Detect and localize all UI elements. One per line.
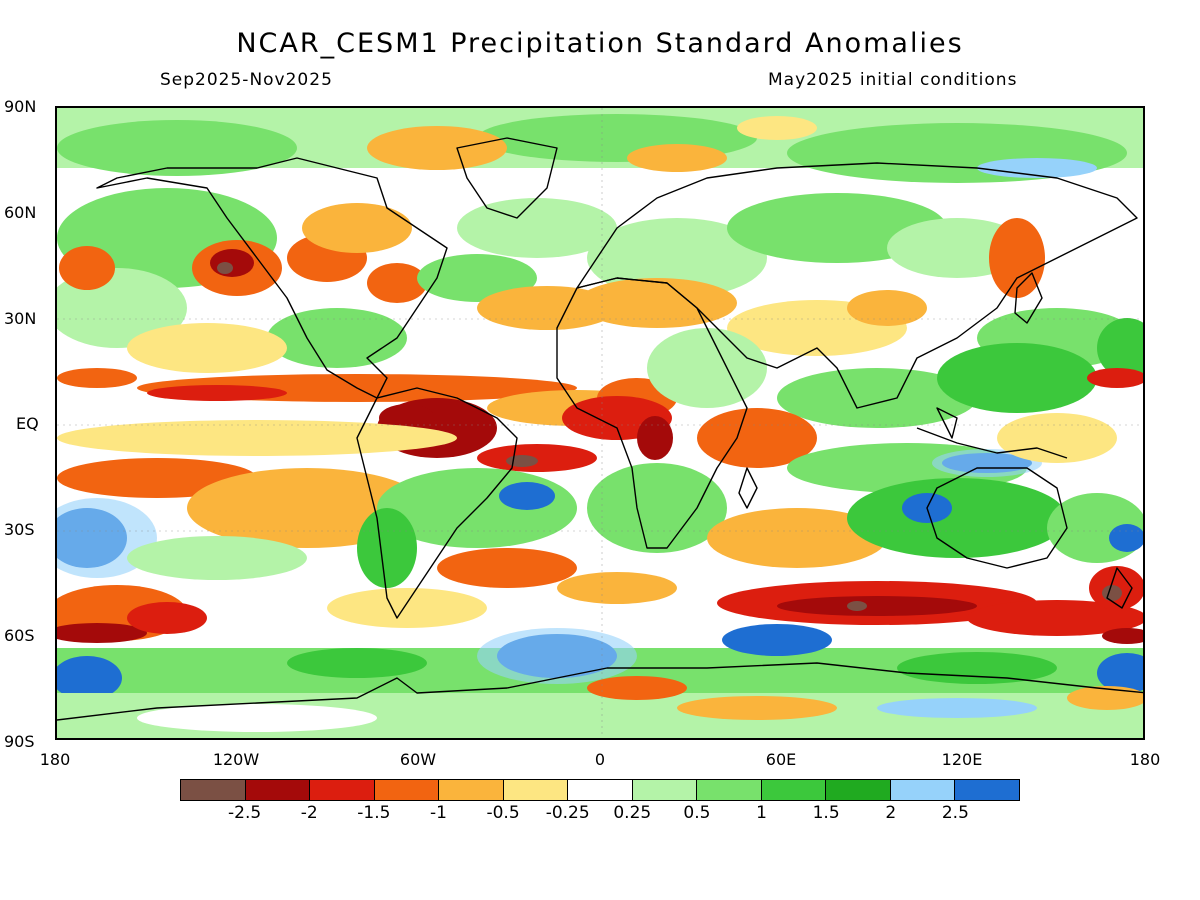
map-title: NCAR_CESM1 Precipitation Standard Anomal…: [236, 28, 964, 59]
lon-label-120w: 120W: [212, 750, 260, 769]
lon-label-60e: 60E: [765, 750, 797, 769]
lon-label-60w: 60W: [399, 750, 437, 769]
legend-swatch: [890, 780, 956, 800]
anomaly-field: [57, 108, 1143, 738]
lat-label-eq: EQ: [16, 414, 39, 433]
legend-label: -1.5: [357, 803, 391, 823]
initial-conditions: May2025 initial conditions: [768, 70, 1018, 90]
legend-label: 0.25: [613, 803, 652, 823]
legend-swatch: [761, 780, 827, 800]
anomaly-map: [55, 106, 1145, 740]
legend-swatch: [310, 780, 375, 800]
legend-swatch: [374, 780, 440, 800]
lon-label-180w: 180: [39, 750, 71, 769]
legend-swatch: [632, 780, 698, 800]
legend-label: -2: [300, 803, 318, 823]
forecast-period: Sep2025-Nov2025: [160, 70, 333, 90]
lat-label-30n: 30N: [4, 309, 37, 328]
legend-label: -0.25: [545, 803, 590, 823]
legend-swatch: [245, 780, 311, 800]
legend-swatch: [181, 780, 246, 800]
legend-label: -1: [429, 803, 447, 823]
legend-swatch: [697, 780, 762, 800]
legend-label: -2.5: [228, 803, 262, 823]
legend-label: 1: [756, 803, 767, 823]
lat-label-60s: 60S: [4, 626, 35, 645]
legend-swatch: [826, 780, 891, 800]
legend-label: 2.5: [941, 803, 969, 823]
legend-label: 2: [885, 803, 897, 823]
color-legend: [180, 779, 1020, 801]
legend-swatch: [503, 780, 569, 800]
legend-swatch: [568, 780, 633, 800]
lon-label-120e: 120E: [941, 750, 983, 769]
lat-label-60n: 60N: [4, 203, 37, 222]
lat-label-90n: 90N: [4, 97, 37, 116]
legend-label: -0.5: [486, 803, 520, 823]
legend-label: 0.5: [683, 803, 711, 823]
legend-swatch: [439, 780, 504, 800]
lon-label-0: 0: [594, 750, 606, 769]
lat-label-30s: 30S: [4, 520, 35, 539]
legend-label: 1.5: [812, 803, 840, 823]
legend-swatch: [955, 780, 1019, 800]
lon-label-180e: 180: [1129, 750, 1161, 769]
lat-label-90s: 90S: [4, 732, 35, 751]
